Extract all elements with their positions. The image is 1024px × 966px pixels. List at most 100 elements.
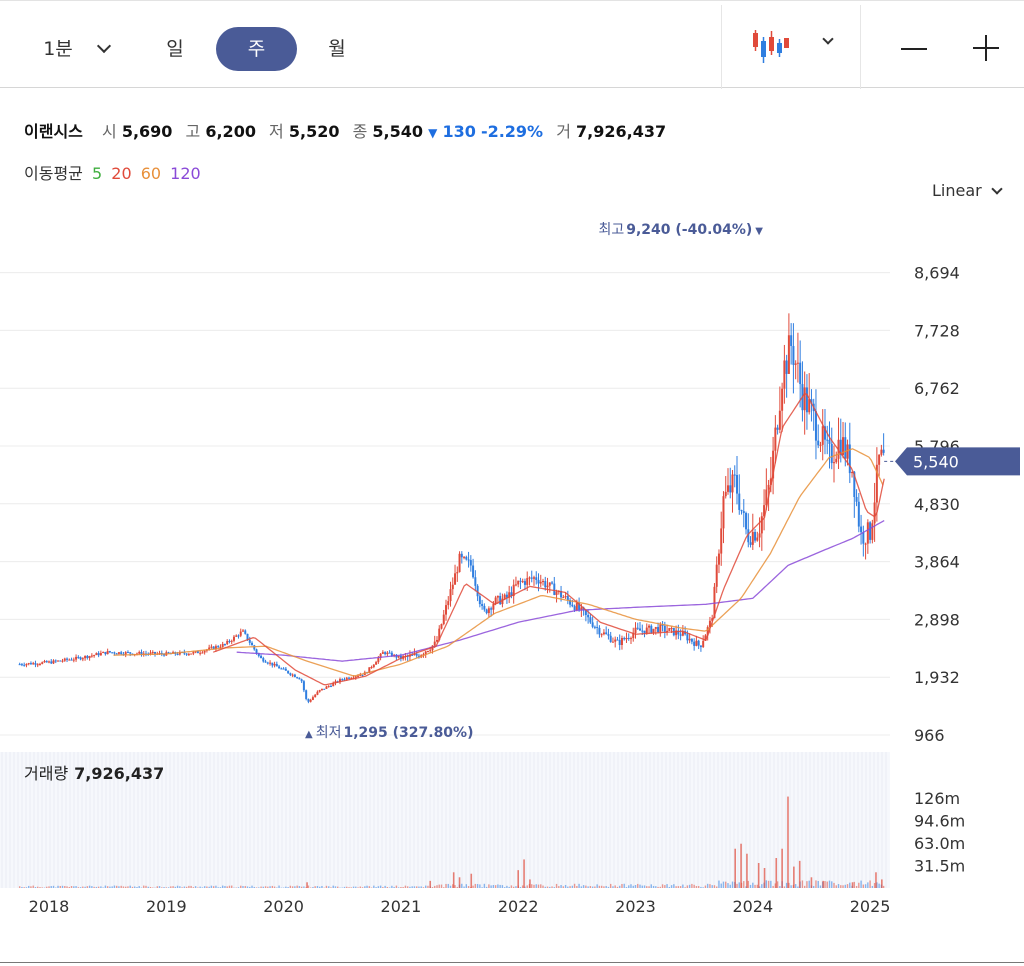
volume-bar bbox=[136, 887, 138, 888]
candle-body bbox=[275, 663, 278, 667]
candle-body bbox=[562, 597, 565, 599]
volume-bar bbox=[366, 885, 368, 888]
candle-body bbox=[537, 579, 540, 584]
volume-bar bbox=[420, 886, 422, 888]
volume-bar bbox=[697, 886, 700, 888]
volume-bar bbox=[718, 880, 720, 888]
volume-bar bbox=[237, 887, 240, 888]
moving-average-label: 이동평균 bbox=[24, 164, 83, 183]
volume-bar bbox=[670, 885, 673, 888]
candle-body bbox=[803, 387, 806, 411]
volume-bar bbox=[307, 885, 310, 888]
volume-bar bbox=[388, 887, 391, 888]
candle-body bbox=[68, 659, 71, 661]
candle-body bbox=[469, 560, 472, 566]
minus-icon[interactable] bbox=[900, 37, 928, 61]
candle-body bbox=[591, 622, 594, 627]
candle-body bbox=[402, 656, 405, 659]
volume-bar bbox=[70, 885, 73, 888]
candle-body bbox=[616, 639, 619, 641]
candle-body bbox=[454, 573, 457, 585]
plus-icon[interactable] bbox=[972, 34, 1000, 62]
candle-body bbox=[555, 592, 558, 595]
volume-bar bbox=[289, 885, 292, 888]
volume-bar bbox=[700, 886, 702, 888]
candle-body bbox=[882, 449, 885, 453]
interval-week-button[interactable]: 주 bbox=[216, 27, 297, 71]
volume-bar bbox=[255, 887, 258, 888]
candle-body bbox=[133, 653, 136, 655]
candle-body bbox=[90, 655, 93, 657]
scale-mode-select[interactable]: Linear bbox=[932, 181, 1003, 200]
candle-body bbox=[228, 640, 231, 642]
candle-body bbox=[706, 627, 709, 636]
volume-bar bbox=[747, 880, 749, 888]
volume-bar bbox=[657, 886, 659, 888]
candle-body bbox=[787, 335, 790, 374]
volume-bar bbox=[373, 885, 375, 888]
candle-body bbox=[23, 664, 26, 666]
volume-bar bbox=[585, 885, 587, 888]
candle-body bbox=[758, 533, 761, 538]
interval-minute-button[interactable]: 1분 bbox=[43, 38, 73, 60]
volume-value: 7,926,437 bbox=[576, 122, 667, 141]
candle-body bbox=[490, 608, 493, 610]
candle-body bbox=[799, 362, 802, 385]
candle-body bbox=[697, 640, 700, 646]
volume-bar bbox=[449, 885, 452, 888]
candle-body bbox=[526, 578, 529, 585]
candle-body bbox=[623, 637, 626, 640]
interval-month-button[interactable]: 월 bbox=[328, 38, 346, 60]
volume-bar bbox=[731, 881, 734, 888]
candle-body bbox=[138, 652, 141, 654]
volume-bar bbox=[427, 885, 429, 888]
volume-bar bbox=[59, 885, 61, 888]
candle-body bbox=[657, 627, 660, 633]
candle-body bbox=[372, 664, 375, 668]
candle-body bbox=[578, 603, 581, 610]
candle-body bbox=[115, 653, 118, 655]
interval-day-button[interactable]: 일 bbox=[166, 38, 184, 60]
candlestick-icon[interactable] bbox=[750, 29, 790, 65]
candle-body bbox=[765, 489, 768, 506]
volume-bar bbox=[95, 886, 98, 888]
volume-bar bbox=[508, 886, 510, 888]
candle-body bbox=[535, 577, 538, 580]
candle-body bbox=[104, 651, 107, 655]
volume-bar bbox=[817, 880, 819, 888]
volume-bar bbox=[497, 884, 499, 888]
candle-body bbox=[350, 678, 353, 680]
volume-bar bbox=[231, 885, 233, 888]
volume-bar bbox=[833, 882, 835, 888]
candle-body bbox=[212, 646, 215, 650]
ma20-label: 20 bbox=[111, 164, 132, 183]
candle-body bbox=[75, 656, 78, 660]
volume-bar bbox=[46, 886, 48, 888]
candle-body bbox=[269, 662, 272, 664]
volume-bar bbox=[361, 887, 364, 888]
volume-bar bbox=[882, 885, 885, 888]
volume-bar bbox=[675, 886, 677, 888]
volume-bar bbox=[393, 886, 395, 888]
candle-body bbox=[580, 607, 583, 610]
volume-bar bbox=[855, 885, 858, 888]
candle-body bbox=[203, 650, 206, 653]
volume-bar bbox=[296, 885, 298, 888]
candle-body bbox=[494, 597, 497, 605]
year-tick-label: 2018 bbox=[29, 897, 70, 916]
volume-bar bbox=[109, 886, 111, 888]
volume-bar bbox=[691, 883, 693, 888]
candle-body bbox=[747, 529, 750, 543]
volume-bar bbox=[736, 883, 738, 888]
chevron-down-icon[interactable] bbox=[96, 38, 112, 54]
candle-body bbox=[32, 663, 35, 665]
volume-bar bbox=[485, 886, 488, 888]
candle-body bbox=[122, 654, 125, 656]
chart-type-chevron-icon[interactable] bbox=[822, 33, 834, 45]
volume-bar bbox=[359, 886, 361, 888]
candle-body bbox=[544, 581, 547, 588]
candle-body bbox=[194, 651, 197, 653]
volume-bar bbox=[749, 884, 752, 888]
candle-body bbox=[185, 653, 188, 655]
